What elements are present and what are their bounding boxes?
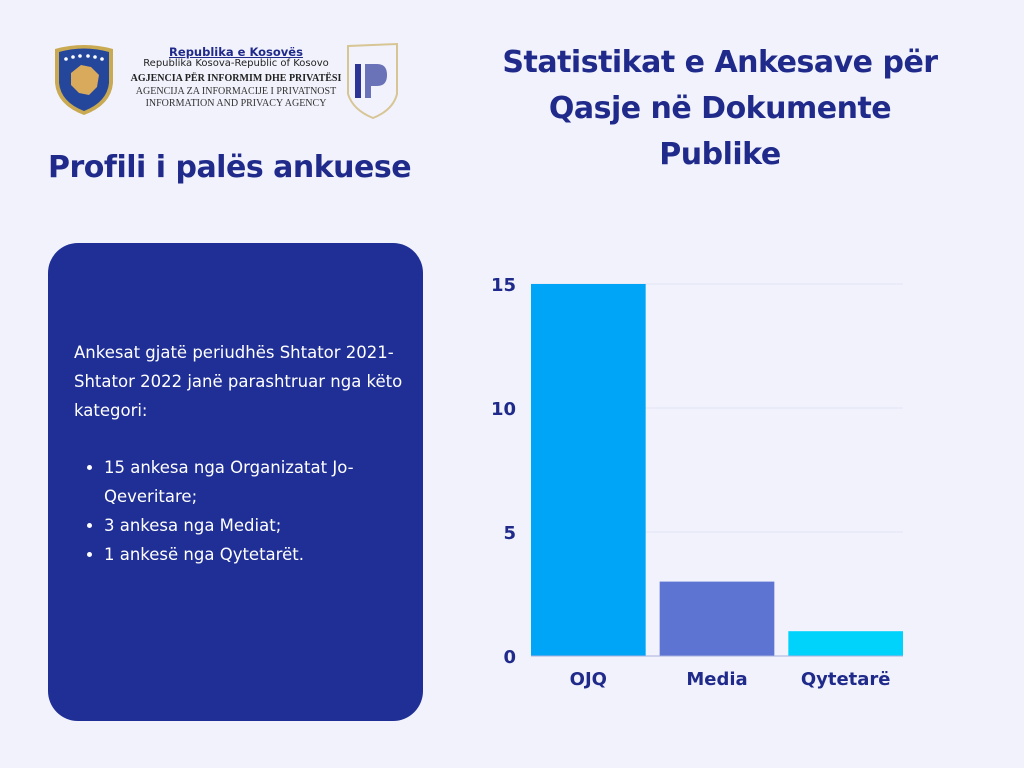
panel-intro: Ankesat gjatë periudhës Shtator 2021- Sh… <box>74 343 403 420</box>
bar-ojq <box>531 284 646 656</box>
y-tick-label: 15 <box>491 275 516 296</box>
header-republic-sub: Republika Kosova-Republic of Kosovo <box>143 58 329 69</box>
ip-agency-logo <box>347 42 398 120</box>
list-item: 3 ankesa nga Mediat; <box>104 511 414 540</box>
list-item: 1 ankesë nga Qytetarët. <box>104 540 414 569</box>
profile-title: Profili i palës ankuese <box>48 150 412 185</box>
kosovo-emblem <box>55 45 113 115</box>
x-tick-label: Qytetarë <box>801 669 891 690</box>
list-item: 15 ankesa nga Organizatat Jo-Qeveritare; <box>104 453 414 511</box>
info-panel <box>48 243 423 721</box>
y-tick-label: 5 <box>503 523 516 544</box>
y-tick-label: 0 <box>503 647 516 668</box>
bar-qytetarë <box>788 631 903 656</box>
bar-media <box>659 581 775 656</box>
y-tick-label: 10 <box>491 399 516 420</box>
category-list: 15 ankesa nga Organizatat Jo-Qeveritare;… <box>74 453 414 569</box>
main-title: Statistikat e Ankesave për Qasje në Doku… <box>502 45 938 172</box>
header-agency-sr: AGENCIJA ZA INFORMACIJE I PRIVATNOST <box>135 86 337 97</box>
header-agency-sq: AGJENCIA PËR INFORMIM DHE PRIVATËSI <box>130 73 342 84</box>
info-panel-text: Ankesat gjatë periudhës Shtator 2021- Sh… <box>74 338 414 569</box>
x-tick-label: Media <box>686 669 747 690</box>
header-republic: Republika e Kosovës <box>169 45 303 59</box>
x-tick-label: OJQ <box>570 669 607 690</box>
header-agency-en: INFORMATION AND PRIVACY AGENCY <box>145 98 327 109</box>
